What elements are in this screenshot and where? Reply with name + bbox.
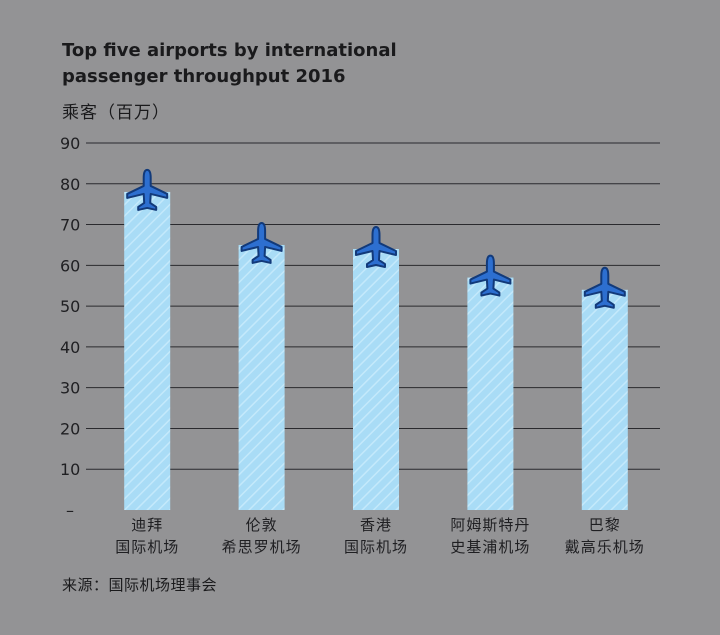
x-category-label-2-line-1: 伦敦	[246, 516, 278, 534]
x-category-label-4-line-2: 史基浦机场	[450, 538, 530, 556]
y-tick-label-40: 40	[60, 338, 80, 357]
y-tick-label-50: 50	[60, 297, 80, 316]
y-tick-label-20: 20	[60, 419, 80, 438]
bar-4	[467, 277, 514, 510]
y-tick-label-10: 10	[60, 460, 80, 479]
chart-title: Top five airports by international passe…	[62, 40, 397, 87]
y-tick-label-30: 30	[60, 379, 80, 398]
x-category-label-3-line-2: 国际机场	[344, 538, 408, 556]
bar-3	[353, 249, 399, 510]
y-tick-label-0: –	[66, 501, 74, 520]
y-tick-label-60: 60	[60, 256, 80, 275]
bar-2	[238, 244, 285, 510]
x-category-label-5-line-1: 巴黎	[589, 516, 621, 534]
x-category-label-4-line-1: 阿姆斯特丹	[450, 516, 530, 534]
source-note: 来源：国际机场理事会	[62, 576, 218, 594]
x-category-label-5-line-2: 戴高乐机场	[565, 538, 645, 556]
x-category-label-3-line-1: 香港	[360, 516, 392, 534]
y-axis-label: 乘客（百万）	[62, 103, 170, 123]
y-tick-label-70: 70	[60, 216, 80, 235]
bar-1	[124, 191, 171, 510]
y-tick-label-80: 80	[60, 175, 80, 194]
y-tick-label-90: 90	[60, 134, 80, 153]
y-axis-ticks: 10 20 30 40 50 60 70 80 90 –	[60, 134, 80, 520]
x-category-label-2-line-2: 希思罗机场	[222, 538, 302, 556]
bars	[124, 168, 628, 510]
x-category-label-1-line-2: 国际机场	[115, 538, 179, 556]
bar-5	[581, 289, 628, 510]
x-category-label-1-line-1: 迪拜	[131, 516, 163, 534]
